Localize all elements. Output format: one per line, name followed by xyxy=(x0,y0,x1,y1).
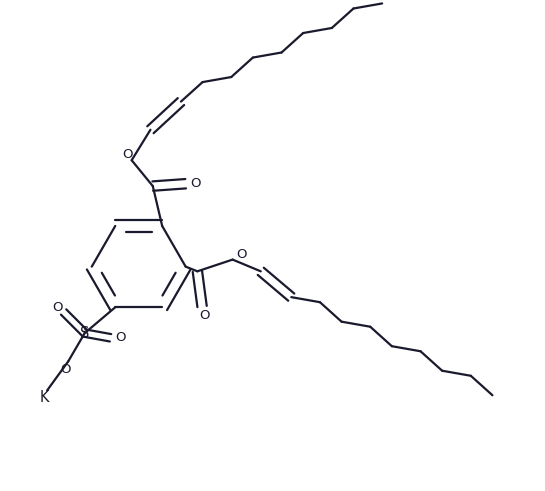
Text: O: O xyxy=(123,148,133,161)
Text: O: O xyxy=(116,331,126,344)
Text: O: O xyxy=(52,301,62,314)
Text: O: O xyxy=(191,177,201,190)
Text: O: O xyxy=(236,248,246,261)
Text: S: S xyxy=(80,326,89,341)
Text: K: K xyxy=(40,390,50,406)
Text: O: O xyxy=(199,309,210,323)
Text: O: O xyxy=(60,363,71,376)
